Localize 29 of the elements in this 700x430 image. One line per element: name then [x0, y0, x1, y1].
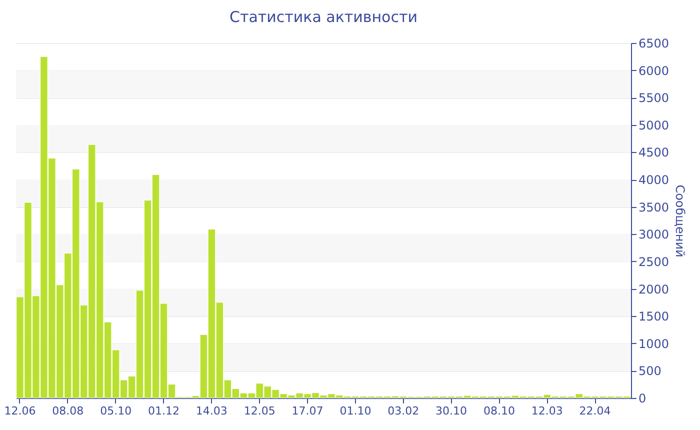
x-tick-label: 14.03 — [196, 404, 228, 418]
x-tick-label: 05.10 — [100, 404, 132, 418]
y-tick-label: 5500 — [638, 91, 670, 106]
y-tick-label: 4500 — [638, 146, 670, 160]
x-tick-label: 12.03 — [531, 404, 563, 418]
y-tick-label: 500 — [638, 364, 662, 378]
y-tick-label: 3500 — [638, 200, 670, 214]
y-tick-label: 2000 — [638, 282, 670, 296]
x-tick-label: 12.05 — [244, 404, 276, 418]
y-tick-label: 3000 — [638, 228, 670, 242]
x-tick-label: 30.10 — [436, 404, 468, 418]
x-tick-label: 01.10 — [340, 404, 372, 418]
x-tick-label: 17.07 — [292, 404, 324, 418]
x-tick-label: 12.06 — [4, 404, 36, 418]
y-tick-label: 4000 — [638, 173, 670, 188]
x-tick-label: 08.10 — [483, 404, 515, 418]
x-tick-label: 03.02 — [388, 404, 420, 418]
y-axis-title: Сообщений — [673, 184, 688, 258]
y-tick-label: 6000 — [638, 64, 670, 78]
y-tick-label: 1000 — [638, 336, 670, 351]
x-tick-label: 22.04 — [579, 404, 611, 418]
x-tick-label: 08.08 — [52, 404, 84, 418]
x-tick-label: 01.12 — [148, 404, 180, 418]
y-tick-label: 1500 — [638, 310, 670, 324]
chart-title: Статистика активности — [230, 8, 418, 26]
y-tick-label: 0 — [638, 392, 646, 406]
y-tick-label: 2500 — [638, 254, 670, 269]
y-tick-label: 6500 — [638, 36, 670, 50]
y-tick-label: 5000 — [638, 118, 670, 132]
